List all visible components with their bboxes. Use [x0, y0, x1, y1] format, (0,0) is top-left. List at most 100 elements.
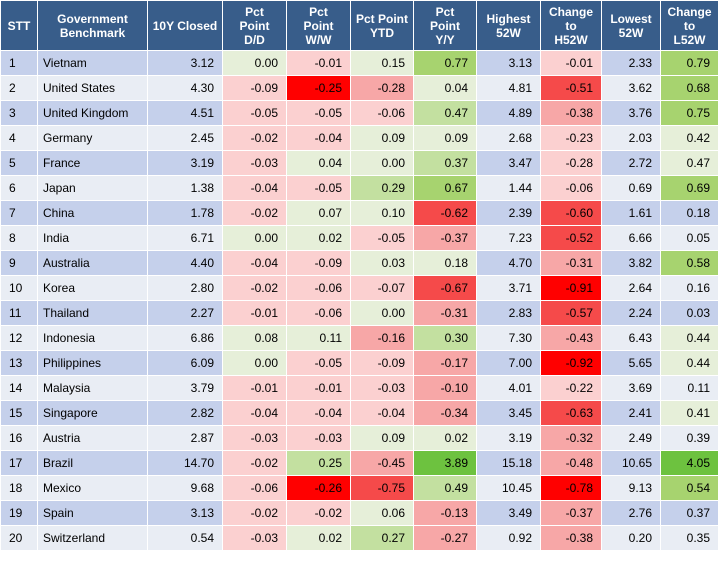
cell-pct-yy: 0.04: [413, 75, 477, 101]
cell-pct-dd: -0.04: [222, 250, 287, 276]
cell-change-h52w: -0.63: [540, 400, 602, 426]
table-row: 6 Japan 1.38 -0.04 -0.05 0.29 0.67 1.44 -0.06 0.6…: [0, 175, 719, 201]
cell-10y-closed: 1.38: [147, 175, 223, 201]
cell-10y-closed: 2.45: [147, 125, 223, 151]
cell-pct-yy: -0.27: [413, 525, 477, 551]
cell-highest-52w: 4.89: [476, 100, 541, 126]
table-row: 12 Indonesia 6.86 0.08 0.11 -0.16 0.30 7.30 -0.4…: [0, 325, 719, 351]
cell-lowest-52w: 3.76: [601, 100, 661, 126]
table-row: 4 Germany 2.45 -0.02 -0.04 0.09 0.09 2.68 -0.23 2…: [0, 125, 719, 151]
cell-pct-ytd: 0.06: [350, 500, 414, 526]
cell-change-h52w: -0.92: [540, 350, 602, 376]
cell-change-l52w: 0.58: [660, 250, 719, 276]
cell-pct-yy: -0.62: [413, 200, 477, 226]
cell-10y-closed: 0.54: [147, 525, 223, 551]
cell-10y-closed: 3.79: [147, 375, 223, 401]
cell-pct-yy: 0.67: [413, 175, 477, 201]
cell-stt: 5: [0, 150, 38, 176]
cell-lowest-52w: 5.65: [601, 350, 661, 376]
cell-pct-ytd: 0.00: [350, 150, 414, 176]
cell-lowest-52w: 9.13: [601, 475, 661, 501]
cell-lowest-52w: 3.82: [601, 250, 661, 276]
header-lowest-52w: Lowest 52W: [601, 0, 661, 51]
cell-highest-52w: 2.68: [476, 125, 541, 151]
cell-change-h52w: -0.52: [540, 225, 602, 251]
cell-pct-ww: 0.25: [286, 450, 351, 476]
cell-pct-yy: 0.77: [413, 50, 477, 76]
cell-stt: 17: [0, 450, 38, 476]
cell-change-h52w: -0.37: [540, 500, 602, 526]
cell-stt: 1: [0, 50, 38, 76]
cell-stt: 9: [0, 250, 38, 276]
cell-lowest-52w: 2.64: [601, 275, 661, 301]
cell-country: Malaysia: [37, 375, 148, 401]
cell-change-h52w: -0.28: [540, 150, 602, 176]
cell-change-l52w: 0.68: [660, 75, 719, 101]
cell-pct-yy: 3.89: [413, 450, 477, 476]
cell-country: Korea: [37, 275, 148, 301]
cell-highest-52w: 2.83: [476, 300, 541, 326]
header-change-h52w: Change to H52W: [540, 0, 602, 51]
table-row: 2 United States 4.30 -0.09 -0.25 -0.28 0.04 4.8…: [0, 75, 719, 101]
cell-country: United States: [37, 75, 148, 101]
cell-stt: 15: [0, 400, 38, 426]
cell-pct-yy: 0.49: [413, 475, 477, 501]
cell-pct-ww: -0.26: [286, 475, 351, 501]
cell-pct-ytd: 0.15: [350, 50, 414, 76]
table-row: 13 Philippines 6.09 0.00 -0.05 -0.09 -0.17 7.00…: [0, 350, 719, 376]
cell-pct-yy: -0.10: [413, 375, 477, 401]
cell-highest-52w: 3.49: [476, 500, 541, 526]
cell-pct-yy: -0.34: [413, 400, 477, 426]
cell-pct-ww: -0.05: [286, 175, 351, 201]
table-row: 16 Austria 2.87 -0.03 -0.03 0.09 0.02 3.19 -0.32…: [0, 425, 719, 451]
cell-pct-dd: -0.02: [222, 275, 287, 301]
cell-stt: 11: [0, 300, 38, 326]
cell-pct-ww: -0.09: [286, 250, 351, 276]
cell-pct-ww: 0.02: [286, 225, 351, 251]
table-row: 10 Korea 2.80 -0.02 -0.06 -0.07 -0.67 3.71 -0.91…: [0, 275, 719, 301]
table-row: 15 Singapore 2.82 -0.04 -0.04 -0.04 -0.34 3.45-…: [0, 400, 719, 426]
table-body: 1 Vietnam 3.12 0.00 -0.01 0.15 0.77 3.13 -0.01 2.…: [0, 50, 719, 551]
cell-highest-52w: 4.81: [476, 75, 541, 101]
cell-pct-dd: 0.00: [222, 50, 287, 76]
cell-pct-ww: -0.01: [286, 50, 351, 76]
cell-pct-ytd: 0.09: [350, 125, 414, 151]
cell-highest-52w: 1.44: [476, 175, 541, 201]
cell-change-l52w: 0.35: [660, 525, 719, 551]
cell-pct-dd: -0.04: [222, 175, 287, 201]
cell-country: Brazil: [37, 450, 148, 476]
cell-change-l52w: 0.47: [660, 150, 719, 176]
cell-10y-closed: 2.87: [147, 425, 223, 451]
cell-pct-dd: -0.03: [222, 525, 287, 551]
cell-lowest-52w: 3.62: [601, 75, 661, 101]
header-benchmark: Government Benchmark: [37, 0, 148, 51]
cell-country: Austria: [37, 425, 148, 451]
cell-lowest-52w: 0.20: [601, 525, 661, 551]
cell-pct-ytd: -0.04: [350, 400, 414, 426]
cell-highest-52w: 4.01: [476, 375, 541, 401]
cell-pct-ww: 0.11: [286, 325, 351, 351]
cell-pct-yy: -0.31: [413, 300, 477, 326]
cell-pct-ytd: -0.45: [350, 450, 414, 476]
cell-country: Germany: [37, 125, 148, 151]
cell-highest-52w: 3.19: [476, 425, 541, 451]
cell-stt: 8: [0, 225, 38, 251]
cell-pct-ww: -0.05: [286, 350, 351, 376]
cell-country: Switzerland: [37, 525, 148, 551]
cell-change-l52w: 0.44: [660, 350, 719, 376]
table-row: 9 Australia 4.40 -0.04 -0.09 0.03 0.18 4.70 -0.3…: [0, 250, 719, 276]
header-pct-ytd: Pct Point YTD: [350, 0, 414, 51]
cell-highest-52w: 3.47: [476, 150, 541, 176]
cell-pct-ww: 0.07: [286, 200, 351, 226]
cell-change-h52w: -0.31: [540, 250, 602, 276]
cell-stt: 12: [0, 325, 38, 351]
cell-pct-ww: 0.04: [286, 150, 351, 176]
cell-country: Australia: [37, 250, 148, 276]
cell-stt: 13: [0, 350, 38, 376]
cell-pct-ytd: -0.75: [350, 475, 414, 501]
cell-country: China: [37, 200, 148, 226]
bond-yield-table: STT Government Benchmark 10Y Closed Pct Point…: [0, 0, 719, 551]
cell-country: United Kingdom: [37, 100, 148, 126]
cell-pct-ww: -0.04: [286, 125, 351, 151]
cell-lowest-52w: 2.41: [601, 400, 661, 426]
